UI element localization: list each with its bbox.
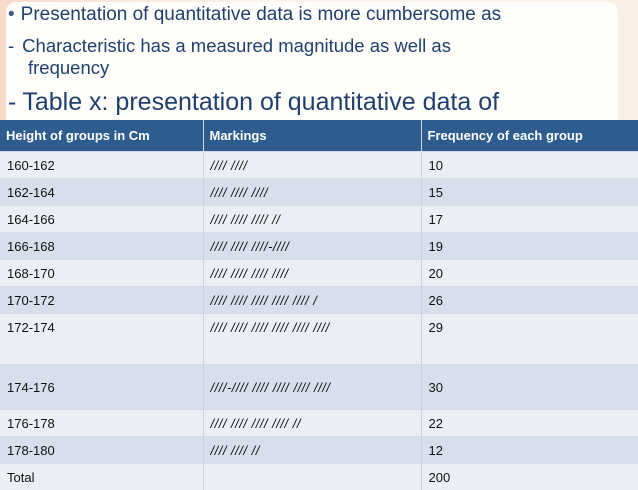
column-header-height: Height of groups in Cm [0,120,203,152]
markings-cell: //// //// ////-//// [203,233,421,260]
frequency-table: Height of groups in Cm Markings Frequenc… [0,120,638,490]
total-markings-cell [203,464,421,490]
height-cell: 176-178 [0,410,203,437]
frequency-cell: 22 [421,410,638,437]
dash-marker: - [8,35,14,56]
markings-cell: //// //// //// [203,179,421,206]
table-row: 178-180 //// //// // 12 [0,437,638,464]
height-cell: 160-162 [0,152,203,179]
bullet-item-2: -Characteristic has a measured magnitude… [8,34,451,57]
table-row: 170-172 //// //// //// //// //// / 26 [0,287,638,314]
markings-cell: //// //// // [203,437,421,464]
bullet-item-3: -Table x: presentation of quantitative d… [8,88,499,117]
height-cell: 174-176 [0,365,203,410]
frequency-cell: 10 [421,152,638,179]
bullet-item-2-continuation: frequency [28,57,109,79]
height-cell: 164-166 [0,206,203,233]
bullet-text: Characteristic has a measured magnitude … [22,35,451,56]
markings-cell: //// //// //// //// // [203,410,421,437]
markings-cell: //// //// //// //// //// //// [203,314,421,365]
height-cell: 166-168 [0,233,203,260]
column-header-markings: Markings [203,120,421,152]
frequency-cell: 26 [421,287,638,314]
slide: • Presentation of quantitative data is mo… [0,0,638,478]
table-row: 176-178 //// //// //// //// // 22 [0,410,638,437]
height-cell: 168-170 [0,260,203,287]
frequency-cell: 29 [421,314,638,365]
markings-cell: //// //// [203,152,421,179]
table-row: 166-168 //// //// ////-//// 19 [0,233,638,260]
total-label-cell: Total [0,464,203,490]
column-header-frequency: Frequency of each group [421,120,638,152]
table-caption: Table x: presentation of quantitative da… [22,88,499,116]
frequency-cell: 15 [421,179,638,206]
height-cell: 162-164 [0,179,203,206]
frequency-cell: 17 [421,206,638,233]
table-total-row: Total 200 [0,464,638,490]
table-row: 160-162 //// //// 10 [0,152,638,179]
markings-cell: //// //// //// // [203,206,421,233]
frequency-cell: 20 [421,260,638,287]
frequency-cell: 12 [421,437,638,464]
frequency-cell: 19 [421,233,638,260]
bullet-marker: • [8,4,15,25]
height-cell: 170-172 [0,287,203,314]
table-row: 172-174 //// //// //// //// //// //// 29 [0,314,638,365]
height-cell: 178-180 [0,437,203,464]
bullet-item-1: • Presentation of quantitative data is mo… [8,4,501,26]
frequency-cell: 30 [421,365,638,410]
table-row: 174-176 ////-//// //// //// //// //// 30 [0,365,638,410]
markings-cell: //// //// //// //// [203,260,421,287]
total-frequency-cell: 200 [421,464,638,490]
bullet-text: Presentation of quantitative data is mor… [21,4,502,25]
table-row: 164-166 //// //// //// // 17 [0,206,638,233]
table-header-row: Height of groups in Cm Markings Frequenc… [0,120,638,152]
markings-cell: //// //// //// //// //// / [203,287,421,314]
table-row: 168-170 //// //// //// //// 20 [0,260,638,287]
table-row: 162-164 //// //// //// 15 [0,179,638,206]
markings-cell: ////-//// //// //// //// //// [203,365,421,410]
dash-marker: - [8,88,16,116]
height-cell: 172-174 [0,314,203,365]
